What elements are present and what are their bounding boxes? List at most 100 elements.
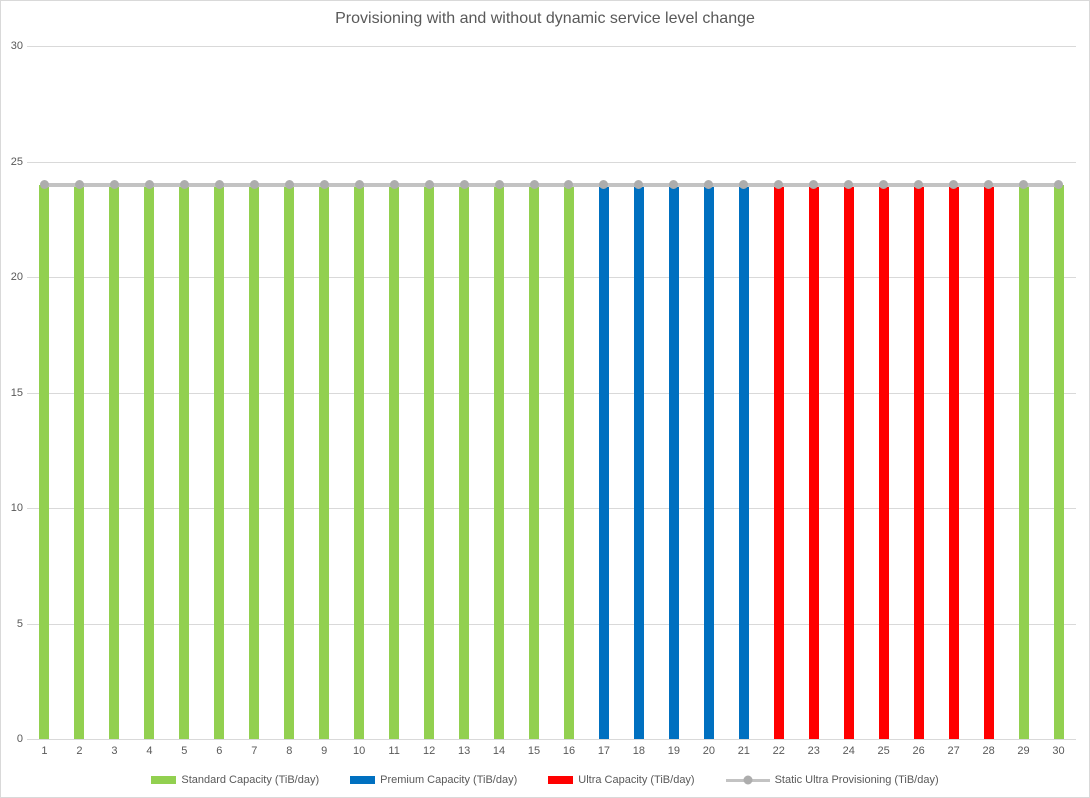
x-axis-label-7: 7 [251,745,258,757]
gridline-y-5 [27,623,1076,625]
line-marker-day-20 [704,180,714,190]
x-axis-label-19: 19 [667,745,680,757]
line-marker-day-3 [109,180,119,190]
x-axis-label-23: 23 [807,745,820,757]
bar-day-10 [354,184,365,739]
bar-day-23 [808,184,819,739]
bar-day-1 [39,184,50,739]
x-axis-label-3: 3 [111,745,118,757]
bar-day-26 [913,184,924,739]
legend-label: Ultra Capacity (TiB/day) [578,774,695,786]
gridline-y-15 [27,392,1076,394]
legend-label: Standard Capacity (TiB/day) [181,774,320,786]
legend-item-ultra: Ultra Capacity (TiB/day) [548,774,695,786]
x-axis-label-17: 17 [597,745,611,757]
bar-day-25 [878,184,889,739]
line-marker-day-16 [564,180,574,190]
bar-day-11 [389,184,400,739]
x-axis-label-2: 2 [76,745,83,757]
legend-label: Premium Capacity (TiB/day) [380,774,518,786]
gridline-y-0 [27,739,1076,740]
line-marker-day-27 [949,180,959,190]
bar-day-22 [773,184,784,739]
line-marker-day-12 [424,180,434,190]
y-axis-label-15: 15 [10,386,23,399]
line-marker-day-7 [249,180,259,190]
y-axis-label-30: 30 [10,40,23,52]
x-axis-label-25: 25 [877,745,890,757]
bar-day-27 [948,184,959,739]
bar-day-4 [144,184,155,739]
line-marker-day-25 [879,180,889,190]
legend-item-static_line: Static Ultra Provisioning (TiB/day) [725,774,939,786]
chart-title: Provisioning with and without dynamic se… [335,10,755,27]
x-axis-label-5: 5 [181,745,188,757]
line-marker-day-23 [809,180,819,190]
x-axis-label-6: 6 [216,745,223,757]
line-marker-day-14 [494,180,504,190]
x-axis-label-14: 14 [492,745,506,757]
bar-day-7 [249,184,260,739]
x-axis-label-20: 20 [702,745,715,757]
line-marker-day-9 [319,180,329,190]
x-axis-label-12: 12 [422,745,436,757]
bar-day-13 [459,184,470,739]
line-marker-day-11 [389,180,399,190]
bar-day-21 [738,184,749,739]
bar-day-24 [843,184,854,739]
x-axis-label-8: 8 [286,745,293,757]
line-marker-day-6 [214,180,224,190]
line-marker-day-17 [599,180,609,190]
line-marker-day-4 [144,180,154,190]
line-marker-day-30 [1054,180,1064,190]
x-axis-label-16: 16 [562,745,576,757]
gridline-y-30 [27,46,1076,47]
y-axis-label-0: 0 [16,733,23,745]
line-marker-day-1 [39,180,49,190]
bar-day-17 [598,184,609,739]
line-marker-day-26 [914,180,924,190]
legend-swatch-standard [151,776,177,784]
gridline-y-20 [27,277,1076,278]
line-marker-day-19 [669,180,679,190]
x-axis-label-9: 9 [321,745,328,757]
x-axis-label-15: 15 [527,745,541,757]
bar-day-9 [319,184,330,739]
bar-day-19 [668,184,679,739]
bar-day-12 [424,184,435,739]
bar-day-2 [74,184,85,739]
line-marker-day-10 [354,180,364,190]
x-axis-label-24: 24 [842,745,855,757]
x-axis-label-1: 1 [41,745,48,757]
gridline-y-25 [27,161,1076,163]
x-axis-label-18: 18 [632,745,646,757]
legend-swatch-premium [350,776,376,784]
y-axis-label-25: 25 [10,155,23,168]
bar-day-6 [214,184,225,739]
bar-day-3 [109,184,120,739]
legend-line-swatch-icon [725,775,770,785]
x-axis-label-30: 30 [1052,745,1065,757]
line-marker-day-5 [179,180,189,190]
y-axis-label-10: 10 [10,502,23,514]
legend-item-standard: Standard Capacity (TiB/day) [151,774,319,786]
x-axis-label-22: 22 [772,745,785,757]
line-marker-day-18 [634,180,644,190]
static-provisioning-line [44,182,1059,187]
bar-day-15 [529,184,540,739]
x-axis-label-10: 10 [353,745,366,757]
bar-day-30 [1053,184,1064,739]
bar-day-5 [179,184,190,739]
y-axis-label-5: 5 [16,617,23,630]
bar-day-16 [563,184,574,739]
x-axis-label-11: 11 [388,745,400,757]
bar-day-14 [494,184,505,739]
line-marker-day-22 [774,180,784,190]
line-marker-day-28 [984,180,994,190]
legend-item-premium: Premium Capacity (TiB/day) [350,774,517,786]
legend-swatch-ultra [548,776,574,784]
x-axis-label-4: 4 [146,745,153,757]
bar-day-20 [703,184,714,739]
x-axis-label-29: 29 [1017,745,1030,757]
